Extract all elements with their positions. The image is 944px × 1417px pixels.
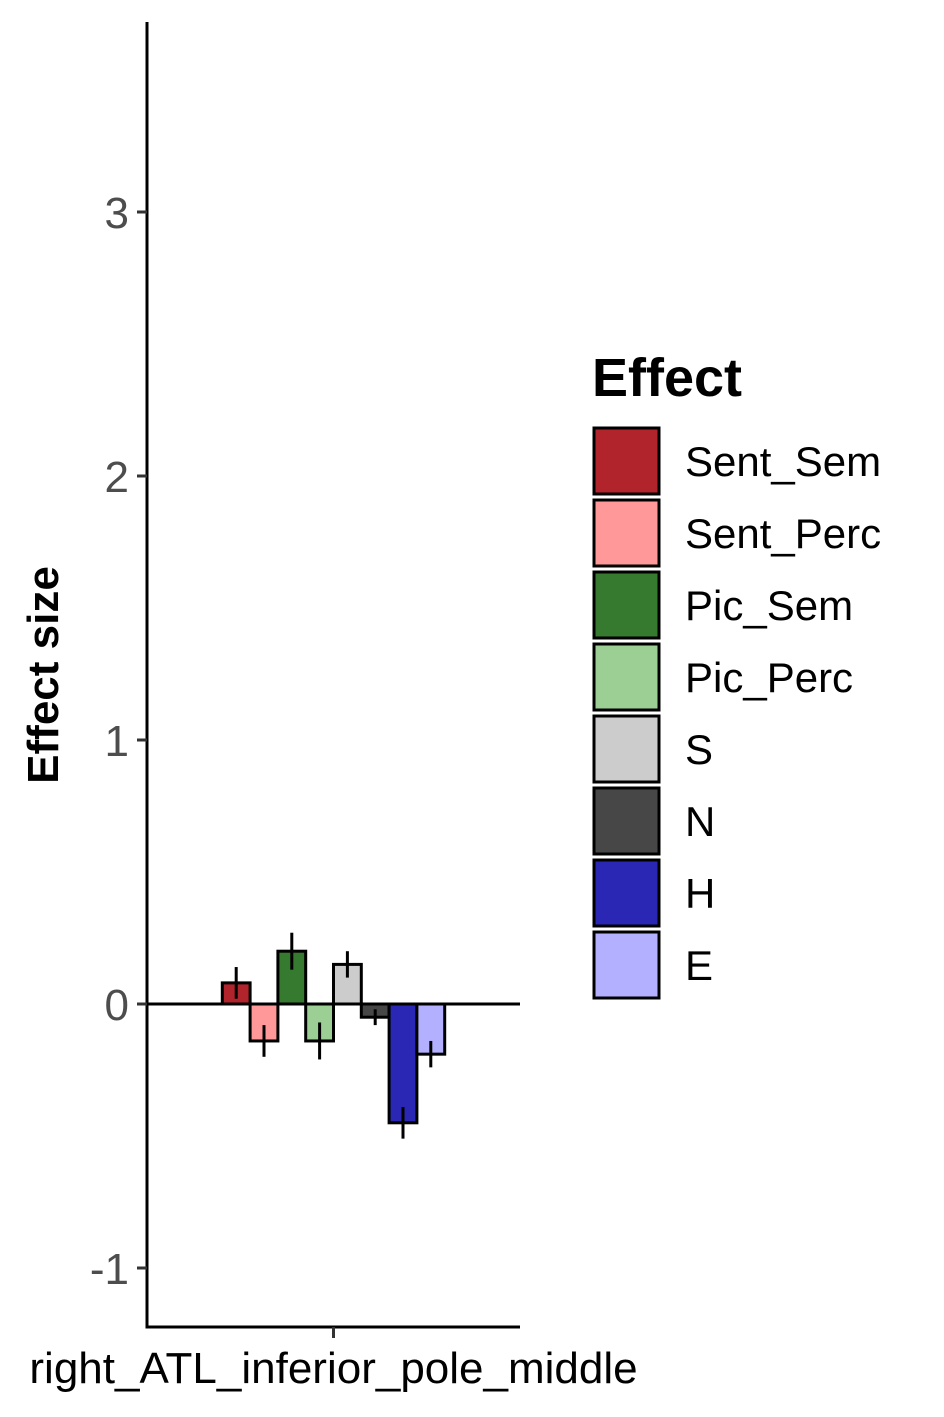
legend-key-n (592, 786, 661, 856)
y-tick-label: 2 (105, 453, 129, 502)
plot-area: -1 0 1 2 3 right_ATL_inferior_pole_middle (29, 22, 638, 1393)
legend-label: E (685, 942, 713, 989)
legend-label: H (685, 870, 715, 917)
legend-label: Pic_Sem (685, 582, 853, 629)
y-tick-label: 3 (105, 189, 129, 238)
legend-title: Effect (592, 348, 742, 408)
legend-label: S (685, 726, 713, 773)
legend-label: Pic_Perc (685, 654, 853, 701)
legend-key-pic-perc (592, 642, 661, 712)
legend-label: Sent_Sem (685, 438, 881, 485)
y-tick-label: 0 (105, 981, 129, 1030)
legend-key-sent-sem (592, 426, 661, 496)
legend-key-pic-sem (592, 570, 661, 640)
legend-key-e (592, 930, 661, 1000)
y-tick-label: -1 (90, 1245, 129, 1294)
bar-h (387, 1002, 419, 1125)
legend-label: N (685, 798, 715, 845)
legend-key-h (592, 858, 661, 928)
legend-key-sent-perc (592, 498, 661, 568)
legend-label: Sent_Perc (685, 510, 881, 557)
y-tick-label: 1 (105, 717, 129, 766)
x-tick-label: right_ATL_inferior_pole_middle (29, 1344, 637, 1393)
y-axis-title: Effect size (19, 566, 68, 784)
legend-key-s (592, 714, 661, 784)
legend: Effect Sent_Sem Sent_Perc Pic_Sem Pic_Perc S… (592, 348, 881, 1000)
